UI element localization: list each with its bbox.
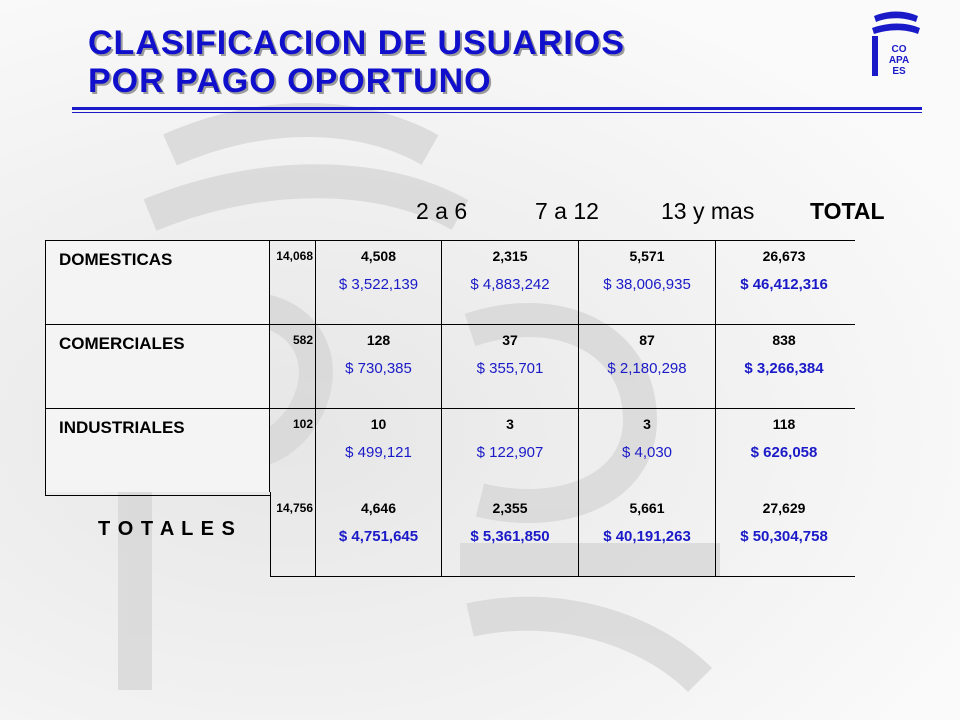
value-cell: 27,629 $ 50,304,758 — [715, 492, 852, 576]
svg-text:ES: ES — [892, 66, 906, 77]
value-cell: 5,571 $ 38,006,935 — [578, 240, 715, 324]
value-cell: 2,315 $ 4,883,242 — [441, 240, 578, 324]
value-cell: 5,661 $ 40,191,263 — [578, 492, 715, 576]
value-cell: 10 $ 499,121 — [315, 408, 441, 492]
row-count: 14,068 — [276, 249, 313, 263]
totals-label: T O T A L E S — [98, 518, 236, 540]
value-cell: 2,355 $ 5,361,850 — [441, 492, 578, 576]
cell-count: 4,508 — [360, 248, 397, 264]
cell-count: 87 — [639, 332, 655, 348]
column-header-13-mas: 13 y mas — [661, 198, 755, 224]
table-border-top — [45, 240, 855, 241]
cell-count: 5,571 — [629, 248, 665, 264]
title-underline-thin — [72, 112, 922, 113]
row-count-cell: 582 — [270, 324, 315, 408]
column-header-total: TOTAL — [810, 198, 885, 224]
svg-text:CO: CO — [892, 44, 907, 55]
row-label-cell: COMERCIALES — [45, 324, 270, 408]
cell-amount: $ 50,304,758 — [740, 528, 828, 545]
cell-amount: $ 38,006,935 — [603, 276, 691, 293]
title-line-1: CLASIFICACION DE USUARIOS — [88, 24, 625, 62]
cell-amount: $ 626,058 — [750, 444, 818, 461]
value-cell: 4,508 $ 3,522,139 — [315, 240, 441, 324]
cell-amount: $ 355,701 — [476, 360, 544, 377]
table-label-bottom — [45, 495, 270, 496]
totals-count-cell: 14,756 — [270, 492, 315, 576]
cell-amount: $ 3,522,139 — [338, 276, 419, 293]
cell-amount: $ 4,883,242 — [470, 276, 550, 293]
value-cell: 118 $ 626,058 — [715, 408, 852, 492]
value-cell: 37 $ 355,701 — [441, 324, 578, 408]
cell-count: 2,315 — [492, 248, 528, 264]
svg-text:APA: APA — [889, 55, 909, 66]
cell-count: 27,629 — [762, 500, 806, 516]
cell-amount: $ 4,030 — [621, 444, 673, 461]
value-cell: 128 $ 730,385 — [315, 324, 441, 408]
cell-amount: $ 2,180,298 — [607, 360, 687, 377]
table-row-divider — [45, 324, 855, 325]
column-header-2-6: 2 a 6 — [416, 198, 468, 224]
cell-count: 2,355 — [492, 500, 528, 516]
cell-count: 5,661 — [629, 500, 665, 516]
row-label: COMERCIALES — [59, 334, 185, 353]
title-line-2: POR PAGO OPORTUNO — [88, 62, 492, 100]
table-border-bottom — [270, 576, 855, 577]
row-label-cell: DOMESTICAS — [45, 240, 270, 324]
title-underline-thick — [72, 107, 922, 110]
cell-count: 3 — [643, 416, 651, 432]
row-count-cell: 102 — [270, 408, 315, 492]
cell-amount: $ 122,907 — [476, 444, 544, 461]
cell-amount: $ 730,385 — [345, 360, 412, 377]
row-count: 582 — [292, 333, 313, 347]
cell-amount: $ 40,191,263 — [603, 528, 691, 545]
value-cell: 3 $ 122,907 — [441, 408, 578, 492]
cell-count: 4,646 — [360, 500, 397, 516]
cell-count: 838 — [772, 332, 796, 348]
table-border-left — [45, 240, 46, 496]
page-title: CLASIFICACION DE USUARIOS POR PAGO OPORT… — [88, 24, 625, 100]
value-cell: 87 $ 2,180,298 — [578, 324, 715, 408]
row-label: INDUSTRIALES — [59, 418, 185, 437]
row-count-cell: 14,068 — [270, 240, 315, 324]
cell-amount: $ 46,412,316 — [740, 276, 828, 293]
column-header-7-12: 7 a 12 — [535, 198, 599, 224]
value-cell: 838 $ 3,266,384 — [715, 324, 852, 408]
cell-amount: $ 3,266,384 — [744, 360, 824, 377]
row-count: 102 — [292, 417, 313, 431]
table-row-divider — [45, 408, 855, 409]
totals-border-left — [270, 492, 271, 576]
cell-count: 128 — [366, 332, 391, 348]
cell-amount: $ 5,361,850 — [470, 528, 550, 545]
cell-amount: $ 4,751,645 — [338, 528, 419, 545]
row-label-cell: INDUSTRIALES — [45, 408, 270, 492]
cell-count: 37 — [502, 332, 518, 348]
cell-count: 10 — [370, 416, 387, 432]
cell-amount: $ 499,121 — [345, 444, 412, 461]
value-cell: 26,673 $ 46,412,316 — [715, 240, 852, 324]
value-cell: 3 $ 4,030 — [578, 408, 715, 492]
totals-count: 14,756 — [276, 501, 313, 515]
cell-count: 26,673 — [762, 248, 806, 264]
value-cell: 4,646 $ 4,751,645 — [315, 492, 441, 576]
cell-count: 118 — [772, 416, 796, 432]
cell-count: 3 — [506, 416, 514, 432]
coapaes-logo-icon: CO APA ES — [872, 11, 920, 77]
row-label: DOMESTICAS — [59, 250, 173, 269]
